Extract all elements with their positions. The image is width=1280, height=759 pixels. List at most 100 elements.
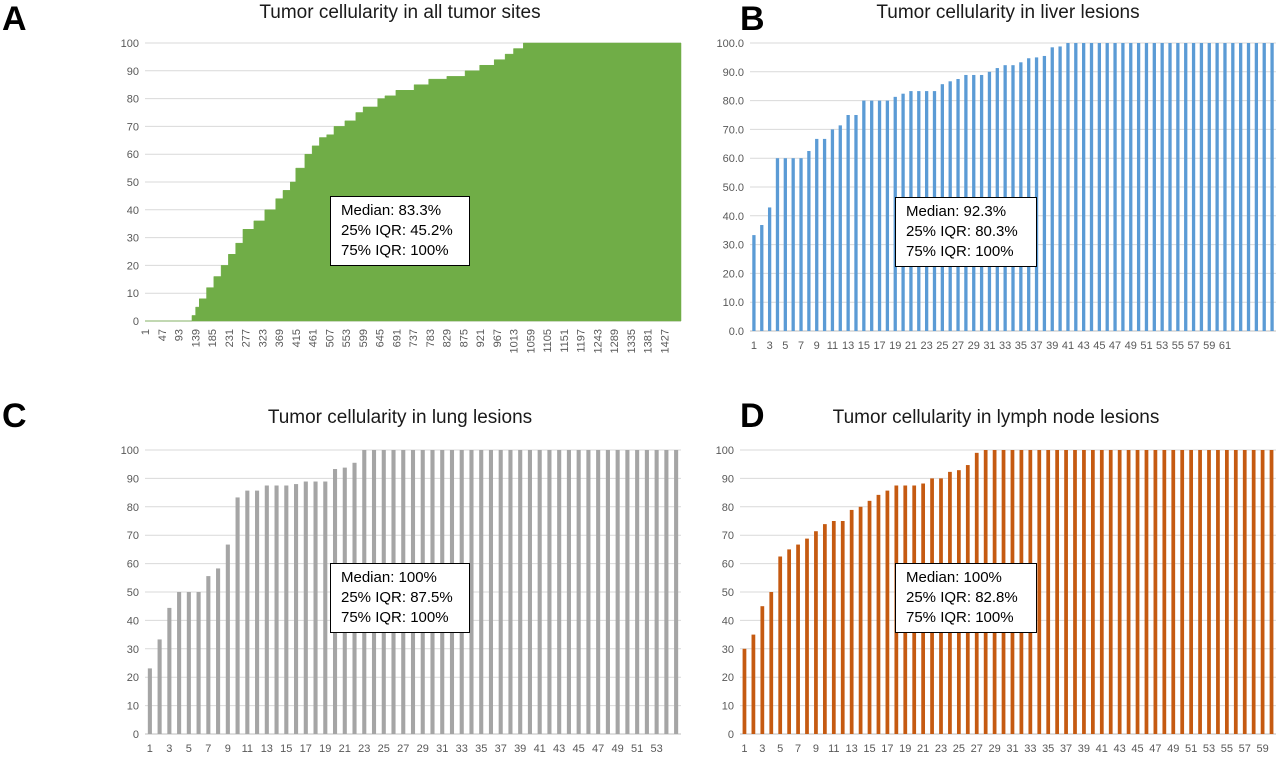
bar (1074, 43, 1078, 331)
x-tick-label: 13 (842, 340, 854, 352)
y-tick-label: 90 (127, 473, 139, 485)
bar (294, 484, 299, 734)
bar (635, 450, 640, 734)
bar (1189, 450, 1194, 734)
x-tick-label: 21 (339, 743, 351, 755)
bar (664, 450, 669, 734)
bar (791, 158, 795, 331)
y-tick-label: 60.0 (723, 153, 744, 165)
bar (508, 450, 513, 734)
x-tick-label: 15 (280, 743, 292, 755)
bar (1171, 450, 1176, 734)
x-tick-label: 37 (495, 743, 507, 755)
x-tick-label: 29 (417, 743, 429, 755)
y-tick-label: 100 (716, 445, 734, 457)
y-tick-label: 30 (127, 644, 139, 656)
x-tick-label: 1197 (576, 329, 588, 353)
bar (1246, 43, 1251, 331)
bar (537, 450, 542, 734)
x-tick-label: 57 (1187, 340, 1199, 352)
q25-stat: 25% IQR: 82.8% (906, 589, 1018, 606)
bar (778, 556, 783, 734)
x-tick-label: 1335 (626, 329, 638, 353)
x-tick-label: 27 (952, 340, 964, 352)
x-tick-label: 875 (458, 329, 470, 347)
x-tick-label: 31 (983, 340, 995, 352)
q75-stat: 75% IQR: 100% (341, 242, 449, 259)
x-tick-label: 9 (814, 340, 820, 352)
bar (615, 450, 620, 734)
bar (858, 506, 863, 734)
bar (840, 521, 845, 734)
x-tick-label: 45 (1093, 340, 1105, 352)
y-tick-label: 0 (133, 729, 139, 741)
x-tick-label: 783 (425, 329, 437, 347)
x-tick-label: 1059 (525, 329, 537, 353)
x-tick-label: 59 (1203, 340, 1215, 352)
stats-box: Median: 83.3% 25% IQR: 45.2% 75% IQR: 10… (330, 196, 470, 266)
x-tick-label: 5 (186, 743, 192, 755)
x-tick-label: 33 (456, 743, 468, 755)
bar (518, 450, 523, 734)
bar (1144, 43, 1149, 331)
bar (1090, 450, 1095, 734)
bar (177, 592, 182, 734)
bar (775, 158, 780, 331)
x-tick-label: 29 (988, 743, 1000, 755)
x-tick-label: 43 (1114, 743, 1126, 755)
bar (488, 450, 494, 734)
bar (644, 450, 649, 734)
x-tick-label: 11 (827, 340, 838, 352)
bar (1121, 43, 1125, 331)
x-tick-label: 49 (1125, 340, 1137, 352)
bar (1082, 43, 1086, 331)
x-tick-label: 415 (291, 329, 303, 347)
x-tick-label: 25 (953, 743, 965, 755)
bar (807, 151, 811, 331)
x-tick-label: 37 (1060, 743, 1072, 755)
x-tick-label: 553 (341, 329, 353, 347)
bar (849, 509, 854, 734)
bar (1215, 43, 1219, 331)
bar (1262, 43, 1266, 331)
x-tick-label: 23 (921, 340, 933, 352)
bar (1050, 47, 1054, 331)
x-tick-label: 31 (436, 743, 448, 755)
bar (885, 100, 890, 331)
panel-letter: B (740, 0, 765, 38)
bar (255, 490, 260, 734)
bar (235, 497, 240, 734)
bar (1254, 43, 1259, 331)
bar (870, 100, 874, 331)
bar (245, 490, 250, 734)
bar (147, 668, 152, 734)
x-tick-label: 61 (1219, 340, 1231, 352)
x-tick-label: 27 (397, 743, 409, 755)
bar (1058, 46, 1062, 332)
x-tick-label: 1 (147, 743, 153, 755)
bar (1216, 450, 1220, 734)
bar (216, 568, 221, 734)
x-tick-label: 47 (592, 743, 604, 755)
y-tick-label: 40 (127, 615, 139, 627)
x-tick-label: 19 (319, 743, 331, 755)
bar (830, 129, 835, 331)
x-tick-label: 1243 (592, 329, 604, 353)
area-chart-all-sites: 0 10 20 30 40 50 60 70 80 90 100 1 47 93 139 185 231 277 3… (121, 38, 682, 353)
y-tick-label: 40.0 (723, 211, 744, 223)
x-tick-label: 15 (858, 340, 870, 352)
bar (1168, 43, 1172, 331)
y-tick-label: 30.0 (723, 240, 744, 252)
bar (796, 544, 800, 734)
x-tick-label: 29 (968, 340, 980, 352)
bar (1242, 450, 1247, 734)
y-tick-label: 100 (121, 38, 139, 50)
x-tick-label: 35 (1015, 340, 1027, 352)
panel-a: 0 10 20 30 40 50 60 70 80 90 100 1 47 93 139 185 231 277 3… (0, 0, 682, 360)
bar (674, 450, 679, 734)
median-stat: Median: 92.3% (906, 203, 1007, 220)
bar (1136, 43, 1141, 331)
x-tick-label: 39 (1046, 340, 1058, 352)
bar (566, 450, 571, 734)
x-tick-label: 7 (205, 743, 211, 755)
